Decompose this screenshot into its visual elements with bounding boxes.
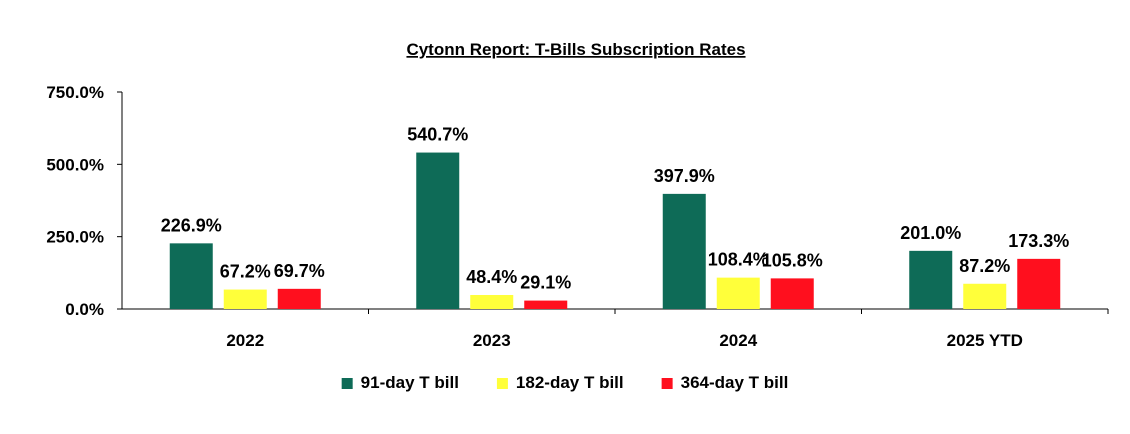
y-tick-label: 500.0% xyxy=(46,155,104,174)
data-label: 48.4% xyxy=(466,267,517,287)
y-tick-label: 250.0% xyxy=(46,228,104,247)
data-label: 29.1% xyxy=(520,273,571,293)
x-tick-label: 2024 xyxy=(719,331,757,350)
bar-1-3 xyxy=(963,283,1007,309)
legend-swatch xyxy=(661,378,673,389)
data-label: 69.7% xyxy=(274,261,325,281)
bar-2-0 xyxy=(277,288,321,309)
legend-label: 182-day T bill xyxy=(516,373,624,392)
bar-0-0 xyxy=(169,243,213,309)
bars: 226.9% 67.2% 69.7% 540.7% 48.4% 29.1% 397.9% 10… xyxy=(161,125,1069,309)
x-tick-label: 2022 xyxy=(226,331,264,350)
chart-title: Cytonn Report: T-Bills Subscription Rate… xyxy=(406,40,745,59)
data-label: 108.4% xyxy=(708,250,769,270)
bar-2-3 xyxy=(1017,258,1061,309)
bar-1-0 xyxy=(223,289,267,309)
data-label: 67.2% xyxy=(220,262,271,282)
data-label: 397.9% xyxy=(654,166,715,186)
legend-label: 91-day T bill xyxy=(361,373,459,392)
bar-0-3 xyxy=(909,250,953,309)
x-tick-label: 2023 xyxy=(473,331,511,350)
legend-swatch xyxy=(341,378,353,389)
bar-1-2 xyxy=(716,277,760,309)
y-tick-label: 750.0% xyxy=(46,83,104,102)
bar-2-1 xyxy=(524,300,568,309)
data-label: 201.0% xyxy=(900,223,961,243)
legend-label: 364-day T bill xyxy=(681,373,789,392)
data-label: 226.9% xyxy=(161,215,222,235)
bar-0-2 xyxy=(662,193,706,309)
bar-0-1 xyxy=(416,152,460,309)
legend-swatch xyxy=(496,378,508,389)
data-label: 540.7% xyxy=(407,125,468,145)
bar-2-2 xyxy=(770,278,814,309)
bar-1-1 xyxy=(470,294,514,309)
data-label: 173.3% xyxy=(1008,231,1069,251)
y-tick-label: 0.0% xyxy=(65,300,104,319)
legend: 91-day T bill 182-day T bill 364-day T bil… xyxy=(341,373,789,392)
data-label: 87.2% xyxy=(959,256,1010,276)
x-tick-label: 2025 YTD xyxy=(947,331,1023,350)
data-label: 105.8% xyxy=(762,250,823,270)
